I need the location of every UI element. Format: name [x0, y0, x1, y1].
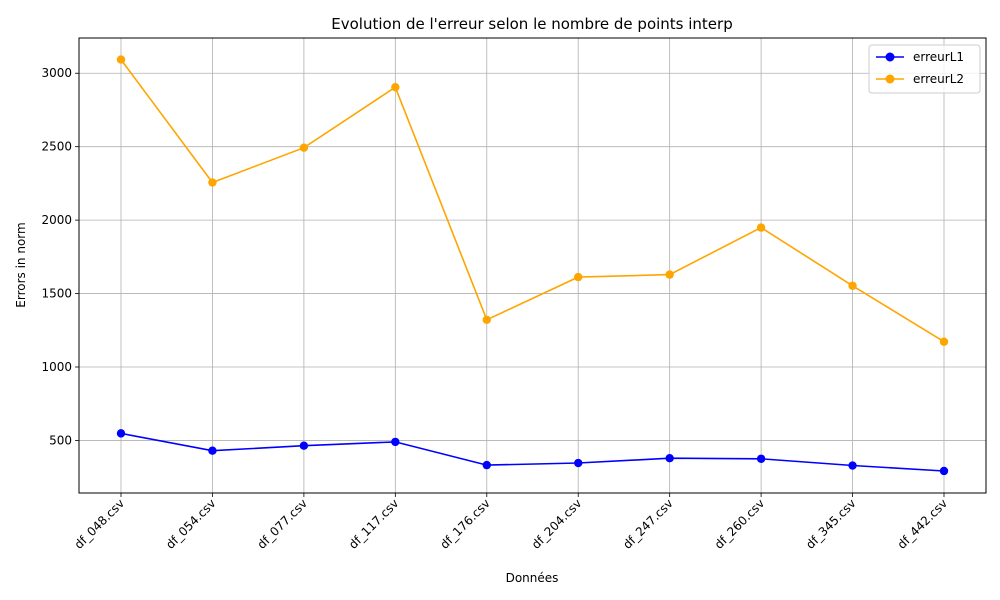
data-point-erreurL1: [939, 466, 949, 476]
data-point-erreurL2: [208, 178, 217, 187]
data-point-erreurL1: [391, 437, 400, 447]
y-tick-label: 2500: [41, 140, 72, 154]
data-point-erreurL2: [574, 272, 583, 282]
legend: erreurL1 erreurL2: [868, 44, 981, 94]
y-axis-title: Errors in norm: [14, 222, 28, 307]
data-point-erreurL1: [208, 446, 217, 455]
data-point-erreurL1: [574, 458, 583, 468]
data-point-erreurL2: [299, 143, 309, 152]
data-point-erreurL1: [756, 454, 766, 463]
y-tick-label: 1500: [41, 287, 72, 301]
data-point-erreurL2: [756, 223, 766, 232]
y-tick-label: 3000: [41, 66, 72, 80]
data-point-erreurL2: [848, 281, 857, 290]
series-line-erreurL2: [120, 59, 945, 343]
y-tick-label: 500: [49, 433, 72, 447]
legend-label-erreurL2: erreurL2: [913, 72, 964, 86]
y-tick-label: 2000: [41, 213, 72, 227]
data-point-erreurL1: [665, 453, 674, 463]
data-point-erreurL1: [848, 461, 857, 470]
grid: [79, 38, 986, 493]
y-axis: 500 1000 1500 2000 2500 3000: [41, 66, 79, 447]
y-tick-label: 1000: [41, 360, 72, 374]
data-point-erreurL2: [391, 83, 400, 92]
series-line-erreurL1: [120, 432, 945, 472]
data-point-erreurL2: [482, 315, 491, 325]
data-point-erreurL2: [116, 55, 126, 64]
chart-title: Evolution de l'erreur selon le nombre de…: [331, 15, 732, 33]
legend-marker-erreurL2: [885, 74, 895, 84]
legend-label-erreurL1: erreurL1: [913, 50, 964, 64]
data-point-erreurL2: [665, 270, 674, 279]
x-axis-title: Données: [506, 571, 559, 585]
data-point-erreurL1: [299, 441, 309, 450]
data-point-erreurL1: [116, 429, 126, 438]
data-point-erreurL1: [482, 460, 491, 470]
series: [116, 55, 949, 476]
data-point-erreurL2: [939, 337, 949, 346]
legend-marker-erreurL1: [885, 52, 895, 62]
plot-frame: [78, 37, 987, 494]
